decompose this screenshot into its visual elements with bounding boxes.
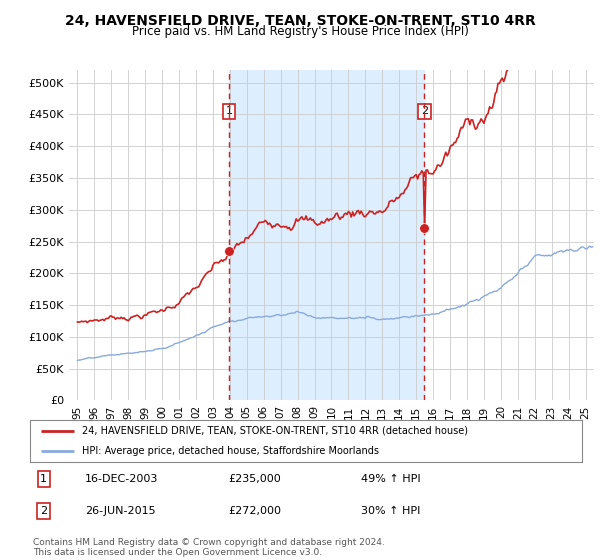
Text: 30% ↑ HPI: 30% ↑ HPI	[361, 506, 421, 516]
Text: HPI: Average price, detached house, Staffordshire Moorlands: HPI: Average price, detached house, Staf…	[82, 446, 379, 456]
Text: £272,000: £272,000	[229, 506, 282, 516]
Text: 1: 1	[40, 474, 47, 484]
Bar	[229, 70, 424, 400]
Text: 49% ↑ HPI: 49% ↑ HPI	[361, 474, 421, 484]
Text: 24, HAVENSFIELD DRIVE, TEAN, STOKE-ON-TRENT, ST10 4RR: 24, HAVENSFIELD DRIVE, TEAN, STOKE-ON-TR…	[65, 14, 535, 28]
Text: £235,000: £235,000	[229, 474, 281, 484]
Text: 1: 1	[226, 106, 233, 116]
Text: 2: 2	[421, 106, 428, 116]
Text: Contains HM Land Registry data © Crown copyright and database right 2024.
This d: Contains HM Land Registry data © Crown c…	[33, 538, 385, 557]
Text: 24, HAVENSFIELD DRIVE, TEAN, STOKE-ON-TRENT, ST10 4RR (detached house): 24, HAVENSFIELD DRIVE, TEAN, STOKE-ON-TR…	[82, 426, 469, 436]
Text: 2: 2	[40, 506, 47, 516]
Text: 26-JUN-2015: 26-JUN-2015	[85, 506, 156, 516]
Text: Price paid vs. HM Land Registry's House Price Index (HPI): Price paid vs. HM Land Registry's House …	[131, 25, 469, 38]
Text: 16-DEC-2003: 16-DEC-2003	[85, 474, 158, 484]
